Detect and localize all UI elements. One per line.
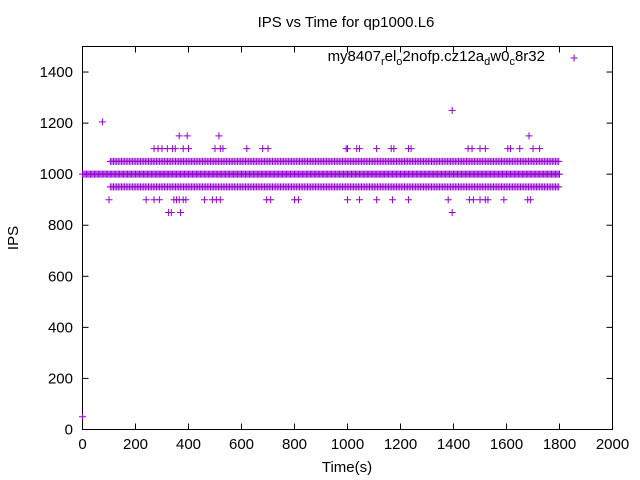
data-point: [200, 196, 208, 204]
x-tick-label: 800: [282, 436, 307, 453]
data-point: [185, 145, 192, 153]
data-point: [171, 145, 179, 153]
x-tick-label: 2000: [596, 436, 629, 453]
data-point: [344, 196, 351, 204]
legend-label-part: 2nofp.cz12a: [402, 48, 484, 65]
data-point: [167, 208, 175, 216]
data-point: [389, 196, 397, 204]
y-tick-label: 1000: [40, 166, 73, 183]
x-axis-title: Time(s): [322, 459, 372, 476]
data-point: [216, 196, 224, 204]
legend-label-part: c: [509, 56, 515, 68]
data-point: [355, 145, 363, 153]
y-axis-ticks: 0 200 400 600 800 1000 1200 1400: [40, 64, 613, 439]
legend-series-label: my8407relo2nofp.cz12adw0c8r32: [328, 48, 545, 68]
data-point: [79, 413, 86, 421]
legend: my8407relo2nofp.cz12adw0c8r32: [328, 48, 545, 68]
data-point: [526, 196, 534, 204]
data-point: [373, 196, 381, 204]
y-tick-label: 200: [48, 370, 73, 387]
legend-label-part: o: [396, 56, 402, 68]
data-point: [529, 145, 537, 153]
data-point: [390, 145, 398, 153]
chart-title: IPS vs Time for qp1000.L6: [258, 14, 435, 31]
y-tick-label: 600: [48, 268, 73, 285]
data-point: [448, 208, 456, 216]
data-point: [536, 145, 544, 153]
legend-label-part: w0: [489, 48, 509, 65]
x-axis-ticks: 0 200 400 600 800 1000 1200 1400 1600 1800 2000: [78, 46, 629, 453]
y-tick-label: 0: [65, 422, 73, 439]
data-point: [175, 132, 183, 140]
x-tick-label: 400: [176, 436, 201, 453]
data-point: [243, 145, 251, 153]
data-point: [219, 145, 227, 153]
data-point: [555, 157, 563, 165]
data-point: [516, 145, 524, 153]
data-point: [182, 196, 190, 204]
y-tick-label: 800: [48, 217, 73, 234]
x-tick-label: 0: [78, 436, 86, 453]
legend-marker: [570, 54, 578, 62]
legend-label-part: el: [385, 48, 397, 65]
data-point: [469, 196, 477, 204]
data-point: [98, 118, 106, 126]
data-point: [215, 132, 223, 140]
data-point: [264, 145, 272, 153]
data-point: [355, 196, 363, 204]
x-tick-label: 1200: [384, 436, 417, 453]
data-point: [444, 196, 452, 204]
data-point: [468, 145, 476, 153]
y-tick-label: 1400: [40, 64, 73, 81]
data-point: [481, 145, 489, 153]
data-point: [448, 106, 456, 114]
y-tick-label: 1200: [40, 115, 73, 132]
legend-label-part: d: [484, 56, 490, 68]
data-point: [506, 145, 514, 153]
data-point: [344, 145, 351, 153]
plot-frame: [82, 46, 613, 430]
data-point: [155, 196, 163, 204]
x-tick-label: 1400: [437, 436, 470, 453]
x-tick-label: 600: [229, 436, 254, 453]
data-point: [105, 196, 113, 204]
data-point: [484, 196, 492, 204]
data-point: [267, 196, 275, 204]
data-point: [373, 145, 381, 153]
data-point: [407, 145, 415, 153]
data-point: [142, 196, 150, 204]
data-point: [500, 196, 508, 204]
y-axis-title: IPS: [5, 226, 22, 250]
data-point: [525, 132, 533, 140]
x-tick-label: 200: [123, 436, 148, 453]
data-point: [183, 132, 191, 140]
legend-label-part: 8r32: [515, 48, 545, 65]
data-point: [294, 196, 302, 204]
data-point: [555, 183, 563, 191]
data-point: [404, 196, 412, 204]
x-tick-label: 1600: [490, 436, 523, 453]
legend-label-part: my8407: [328, 48, 381, 65]
data-point: [556, 170, 563, 178]
data-point: [177, 208, 185, 216]
legend-label-part: r: [381, 56, 385, 68]
x-tick-label: 1000: [331, 436, 364, 453]
y-tick-label: 400: [48, 319, 73, 336]
x-tick-label: 1800: [543, 436, 576, 453]
data-points: [79, 54, 578, 421]
